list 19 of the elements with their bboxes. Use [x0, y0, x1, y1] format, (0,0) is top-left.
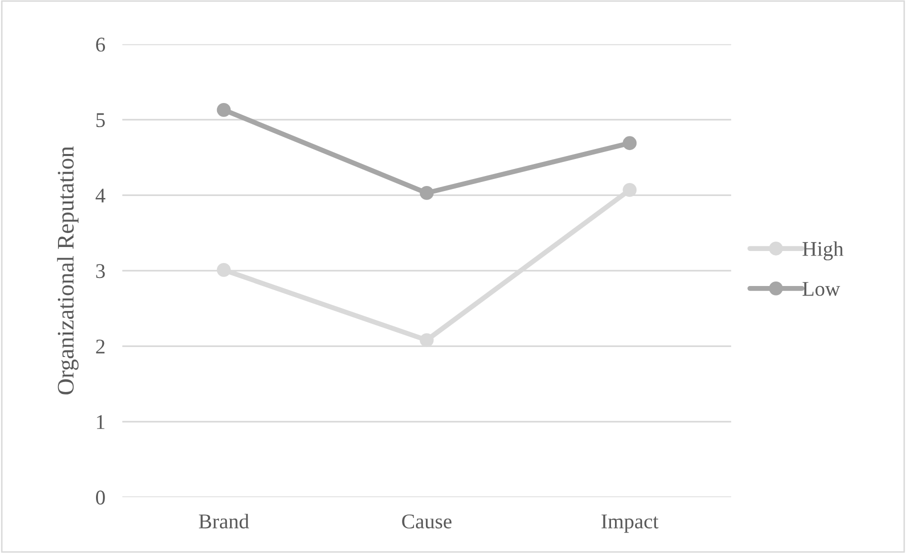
y-tick-label: 0 — [96, 490, 105, 505]
y-tick-label: 3 — [96, 264, 105, 278]
x-tick-label: Brand — [198, 514, 249, 528]
y-tick-label: 5 — [96, 113, 105, 128]
legend-label: Low — [802, 282, 840, 296]
legend-label: High — [802, 241, 844, 260]
point — [420, 186, 434, 200]
point — [622, 136, 637, 150]
y-axis-title: Organizational Reputation — [57, 146, 79, 394]
y-tick-label: 2 — [96, 340, 104, 354]
x-tick-label: Impact — [602, 514, 658, 533]
x-tick-label: Cause — [402, 514, 452, 528]
y-tick-label: 4 — [96, 188, 106, 202]
point — [216, 102, 231, 117]
point — [216, 262, 231, 277]
point — [420, 333, 434, 348]
y-tick-label: 6 — [96, 38, 106, 52]
y-tick-label: 1 — [97, 415, 104, 429]
point — [622, 182, 637, 197]
